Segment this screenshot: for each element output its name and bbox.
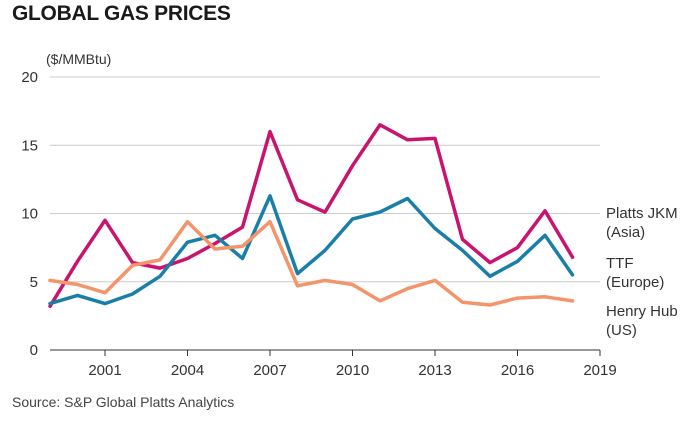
x-tick-label: 2010 xyxy=(336,362,369,379)
y-axis-unit-label: ($/MMBtu) xyxy=(46,51,111,67)
series-line-ttf-europe xyxy=(48,194,575,306)
legend-item: TTF (Europe) xyxy=(606,255,664,291)
legend-label: Platts JKM xyxy=(606,205,678,222)
legend-label: (Europe) xyxy=(606,274,664,291)
series-lines xyxy=(48,123,575,309)
source-note: Source: S&P Global Platts Analytics xyxy=(12,394,235,410)
y-tick-label: 20 xyxy=(21,69,38,86)
line-chart: 0 5 10 15 20 2001 2004 2007 2010 2013 2016 2019 ($/… xyxy=(21,51,678,379)
legend-label: TTF xyxy=(606,255,634,272)
x-tick-label: 2013 xyxy=(418,362,451,379)
x-tick-label: 2007 xyxy=(253,362,286,379)
series-line-platts-jkm-asia xyxy=(48,123,575,309)
series-line-henry-hub-us xyxy=(48,219,575,307)
chart-title: GLOBAL GAS PRICES xyxy=(12,2,231,25)
legend-label: (Asia) xyxy=(606,224,645,241)
y-tick-label: 0 xyxy=(30,342,38,359)
axes: 0 5 10 15 20 2001 2004 2007 2010 2013 2016 2019 xyxy=(21,69,616,379)
y-tick-label: 5 xyxy=(30,274,38,291)
legend-label: (US) xyxy=(606,322,637,339)
y-tick-label: 15 xyxy=(21,137,38,154)
legend: Platts JKM (Asia) TTF (Europe) Henry Hub (US) xyxy=(606,205,678,339)
x-tick-label: 2004 xyxy=(171,362,204,379)
legend-label: Henry Hub xyxy=(606,303,678,320)
x-tick-label: 2019 xyxy=(583,362,616,379)
legend-item: Platts JKM (Asia) xyxy=(606,205,678,241)
x-tick-label: 2001 xyxy=(88,362,121,379)
x-tick-label: 2016 xyxy=(501,362,534,379)
y-tick-label: 10 xyxy=(21,206,38,223)
legend-item: Henry Hub (US) xyxy=(606,303,678,339)
